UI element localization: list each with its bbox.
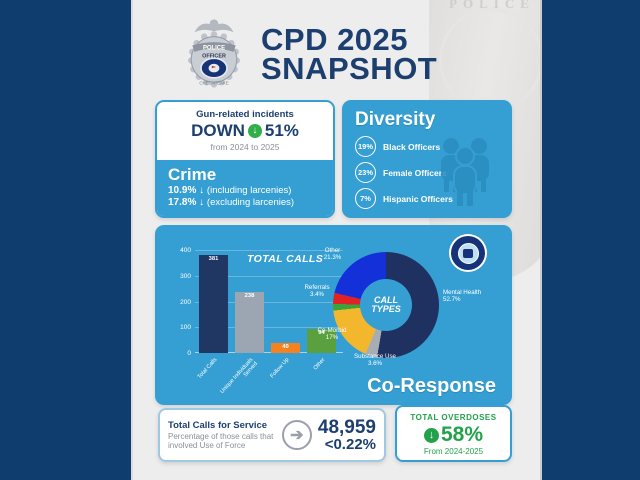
content-area: POLICE [133,0,540,480]
total-overdoses-card: TOTAL OVERDOSES ↓ 58% From 2024-2025 [395,405,512,462]
co-response-section: TOTAL CALLS 400 300 200 100 0 381 Total Calls 2… [155,225,512,405]
svg-text:OFFICER: OFFICER [202,53,226,59]
bar-follow-up: 40 [271,342,300,353]
crime-stat-including: 10.9% ↓ (including larcenies) [168,185,322,196]
crime-label-1: (including larcenies) [206,184,292,196]
crime-title: Crime [168,165,217,184]
bar-other: 94 [307,328,336,353]
total-calls-value: 48,959 [317,417,376,438]
gridline [195,327,343,329]
right-border-panel [540,0,640,480]
bar-chart-title: TOTAL CALLS [247,253,324,265]
y-axis-tick: 200 [180,298,191,306]
donut-title-line-1: CALL [374,294,398,305]
stat-circle: 19% [355,136,376,157]
pie-label-co-morbid: Co-Morbid 17% [317,327,347,342]
svg-text:CHESAPEAKE: CHESAPEAKE [199,80,228,85]
down-arrow-icon: ↓ [199,196,205,208]
service-text: Total Calls for Service Percentage of th… [168,420,276,450]
calls-for-service-card: Total Calls for Service Percentage of th… [158,408,386,462]
overdoses-range-label: From 2024-2025 [423,447,484,456]
gun-incidents-label: Gun-related incidents [196,109,294,120]
down-arrow-icon: ↓ [199,184,205,196]
pie-label-mental-health: Mental Health 52.7% [443,289,482,304]
service-title: Total Calls for Service [168,419,268,431]
crime-stats-panel: Crime 10.9% ↓ (including larcenies) 17.8… [157,160,333,216]
service-subtitle: Percentage of those calls that involved … [168,431,274,450]
stat-label: Hispanic Officers [383,193,453,204]
left-border-panel [0,0,133,480]
overdoses-percent: 58% [440,423,484,446]
y-axis-tick: 400 [180,247,191,254]
overdoses-stat-row: ↓ 58% [397,423,510,447]
gun-down-row: DOWN ↓ 51% [157,121,333,141]
header: POLICE OFFICER CHESAPEAKE CPD 2025 SNAPS… [181,14,511,94]
diversity-card: Diversity 19% Black Officers 23% Female … [342,100,512,218]
diversity-stat-hispanic: 7% Hispanic Officers [355,188,512,209]
cpd-badge-icon: POLICE OFFICER CHESAPEAKE [181,15,247,93]
co-response-title: Co-Response [367,375,496,397]
down-word: DOWN [191,121,245,140]
svg-text:POLICE: POLICE [203,46,225,52]
total-calls-bar-chart: 400 300 200 100 0 381 Total Calls 238 Unique Ind… [180,247,343,395]
down-range-label: from 2024 to 2025 [210,142,280,152]
crime-card: Gun-related incidents DOWN ↓ 51% from 20… [155,100,335,218]
y-axis-tick: 0 [187,350,191,357]
crime-pct-1: 10.9% [168,184,197,196]
co-response-team-badge [449,234,487,272]
bar-total-calls: 381 [199,254,228,353]
title-line-2: SNAPSHOT [261,51,438,86]
x-axis-line [195,352,343,353]
stat-label: Black Officers [383,141,441,152]
people-group-icon [426,124,504,210]
overdoses-title: TOTAL OVERDOSES [410,413,497,422]
page-title: CPD 2025 SNAPSHOT [261,21,438,86]
bar-value-label: 238 [244,292,255,299]
stat-circle: 23% [355,162,376,183]
diversity-title: Diversity [355,109,436,130]
stat-label: Female Officers [383,167,447,178]
title-line-1: CPD 2025 [261,21,409,57]
bar-value-label: 381 [208,255,219,262]
stat-circle: 7% [355,188,376,209]
down-arrow-icon: ↓ [423,427,439,443]
right-arrow-icon: ➔ [281,420,312,450]
gridline [195,301,343,303]
pie-label-substance-use: Substance Use 3.6% [354,353,396,368]
bar-value-label: 94 [318,329,325,336]
donut-center-label: CALL TYPES [360,279,412,331]
crime-label-2: (excluding larcenies) [206,196,295,208]
use-of-force-percent: <0.22% [324,436,376,453]
crime-stat-excluding: 17.8% ↓ (excluding larcenies) [168,197,322,208]
y-axis-tick: 300 [180,272,191,280]
watermark-text: POLICE [449,0,535,11]
pie-label-referrals: Referrals 3.4% [304,284,330,299]
diversity-stat-black: 19% Black Officers [355,136,512,157]
bar-unique-individuals-served: 238 [235,291,264,353]
gridline [195,250,343,251]
donut-title-line-2: TYPES [371,304,401,314]
crime-pct-2: 17.8% [168,196,197,208]
down-percent: 51% [264,121,299,140]
service-numbers: 48,959 <0.22% [318,418,376,452]
down-arrow-icon: ↓ [247,124,262,138]
gridline [195,275,343,277]
bar-value-label: 40 [282,343,289,350]
diversity-stat-female: 23% Female Officers [355,162,512,183]
pie-label-other: Other 21.3% [323,247,342,262]
gun-incidents-panel: Gun-related incidents DOWN ↓ 51% from 20… [157,102,333,160]
y-axis-tick: 100 [180,324,191,332]
